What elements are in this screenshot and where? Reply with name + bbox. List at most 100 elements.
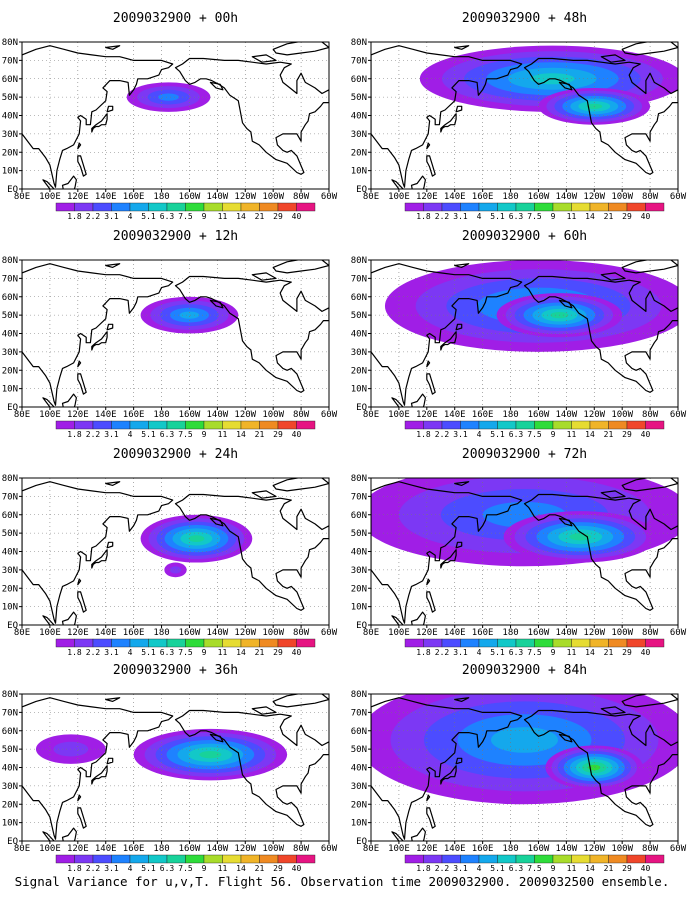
x-tick-label: 60W — [321, 410, 338, 420]
y-tick-label: 40N — [351, 548, 367, 558]
coastline — [61, 827, 77, 841]
x-tick-label: 80W — [293, 844, 310, 854]
colorbar-swatch — [55, 854, 75, 864]
coastline — [22, 45, 174, 188]
x-tick-label: 80E — [363, 628, 379, 638]
coastline — [426, 373, 436, 395]
variance-field — [140, 296, 239, 334]
colorbar-swatch — [552, 638, 572, 648]
colorbar-swatch — [203, 854, 223, 864]
colorbar-swatch — [74, 854, 94, 864]
colorbar-label: 3.1 — [104, 430, 119, 439]
colorbar-swatch — [129, 420, 149, 430]
y-tick-label: 40N — [351, 764, 367, 774]
coastline — [209, 299, 224, 309]
coastline — [440, 331, 457, 351]
coastline — [106, 757, 114, 765]
coastline — [77, 591, 87, 613]
panel-title: 2009032900 + 00h — [113, 11, 238, 26]
colorbar-swatch — [240, 638, 260, 648]
colorbar-label: 21 — [255, 864, 265, 873]
coastline — [106, 323, 114, 331]
x-tick-label: 100E — [39, 410, 61, 420]
x-tick-label: 100W — [262, 410, 284, 420]
x-tick-label: 100E — [39, 192, 61, 202]
colorbar: 1.8 2.2 3.1 4 5.1 6.3 7.5 9 11 14 21 29 40 — [404, 202, 665, 221]
coastline — [77, 155, 87, 177]
colorbar-swatch — [55, 638, 75, 648]
colorbar-label: 4 — [128, 648, 133, 657]
coastline — [440, 765, 457, 785]
colorbar-swatch — [166, 854, 186, 864]
colorbar-label: 5.1 — [141, 430, 156, 439]
grid-lines — [22, 694, 329, 841]
colorbar-label: 14 — [585, 212, 595, 221]
variance-field — [140, 514, 253, 578]
colorbar-label: 40 — [292, 430, 302, 439]
colorbar-swatch — [497, 420, 517, 430]
colorbar-label: 14 — [236, 430, 246, 439]
colorbar-label: 3.1 — [453, 864, 468, 873]
x-tick-label: 160E — [123, 628, 145, 638]
x-tick-label: 80E — [363, 844, 379, 854]
x-tick-label: 80W — [642, 628, 659, 638]
y-tick-label: 50N — [2, 745, 18, 755]
colorbar-label: 1.8 — [67, 212, 82, 221]
colorbar-swatch — [515, 854, 535, 864]
coastline — [22, 263, 174, 406]
colorbar-label: 3.1 — [453, 430, 468, 439]
x-tick-label: 180 — [153, 628, 169, 638]
colorbar-swatch — [92, 638, 112, 648]
coastline — [391, 831, 404, 841]
coastline — [600, 54, 626, 63]
x-tick-label: 140E — [95, 628, 117, 638]
y-tick-label: EQ — [7, 621, 18, 631]
colorbar-swatch — [129, 202, 149, 212]
x-tick-label: 60W — [670, 628, 687, 638]
coastline — [77, 578, 82, 586]
x-tick-label: 100E — [388, 844, 410, 854]
colorbar-label: 21 — [604, 648, 614, 657]
y-tick-label: 40N — [351, 112, 367, 122]
colorbar-label: 7.5 — [527, 864, 542, 873]
colorbar-swatch — [148, 202, 168, 212]
colorbar-label: 9 — [202, 430, 207, 439]
colorbar-swatch — [277, 638, 297, 648]
x-tick-label: 140E — [95, 410, 117, 420]
colorbar-swatch — [478, 638, 498, 648]
x-tick-label: 140W — [556, 410, 578, 420]
colorbar-label: 29 — [622, 212, 632, 221]
x-tick-label: 140W — [207, 628, 229, 638]
colorbar-label: 3.1 — [104, 864, 119, 873]
y-tick-label: 80N — [351, 38, 367, 48]
coastline — [426, 807, 436, 829]
x-tick-label: 160W — [528, 628, 550, 638]
colorbar-label: 29 — [273, 648, 283, 657]
x-tick-label: 140E — [444, 844, 466, 854]
variance-contour-level — [179, 311, 200, 319]
coastline — [621, 694, 678, 708]
coastline — [426, 155, 436, 177]
coastline — [61, 611, 77, 625]
x-tick-label: 120E — [67, 410, 89, 420]
plot-area — [22, 260, 329, 407]
coastline — [410, 827, 426, 841]
x-tick-label: 160W — [179, 192, 201, 202]
coastline — [621, 478, 678, 492]
colorbar-swatch — [423, 638, 443, 648]
y-tick-label: 10N — [2, 385, 18, 395]
colorbar-swatch — [259, 420, 279, 430]
x-tick-label: 160W — [528, 410, 550, 420]
colorbar: 1.8 2.2 3.1 4 5.1 6.3 7.5 9 11 14 21 29 40 — [55, 638, 316, 657]
colorbar-swatch — [404, 420, 424, 430]
colorbar-label: 21 — [604, 430, 614, 439]
colorbar-label: 6.3 — [160, 648, 175, 657]
variance-contour-level — [199, 750, 222, 759]
colorbar-swatch — [589, 420, 609, 430]
colorbar-label: 6.3 — [509, 430, 524, 439]
coastline — [174, 57, 329, 175]
colorbar-label: 29 — [622, 430, 632, 439]
y-tick-label: 70N — [2, 492, 18, 502]
y-tick-label: 70N — [351, 274, 367, 284]
map-panel-5: 2009032900 + 48h 80E 100E 120E 140E 160E 180 16… — [351, 11, 687, 221]
